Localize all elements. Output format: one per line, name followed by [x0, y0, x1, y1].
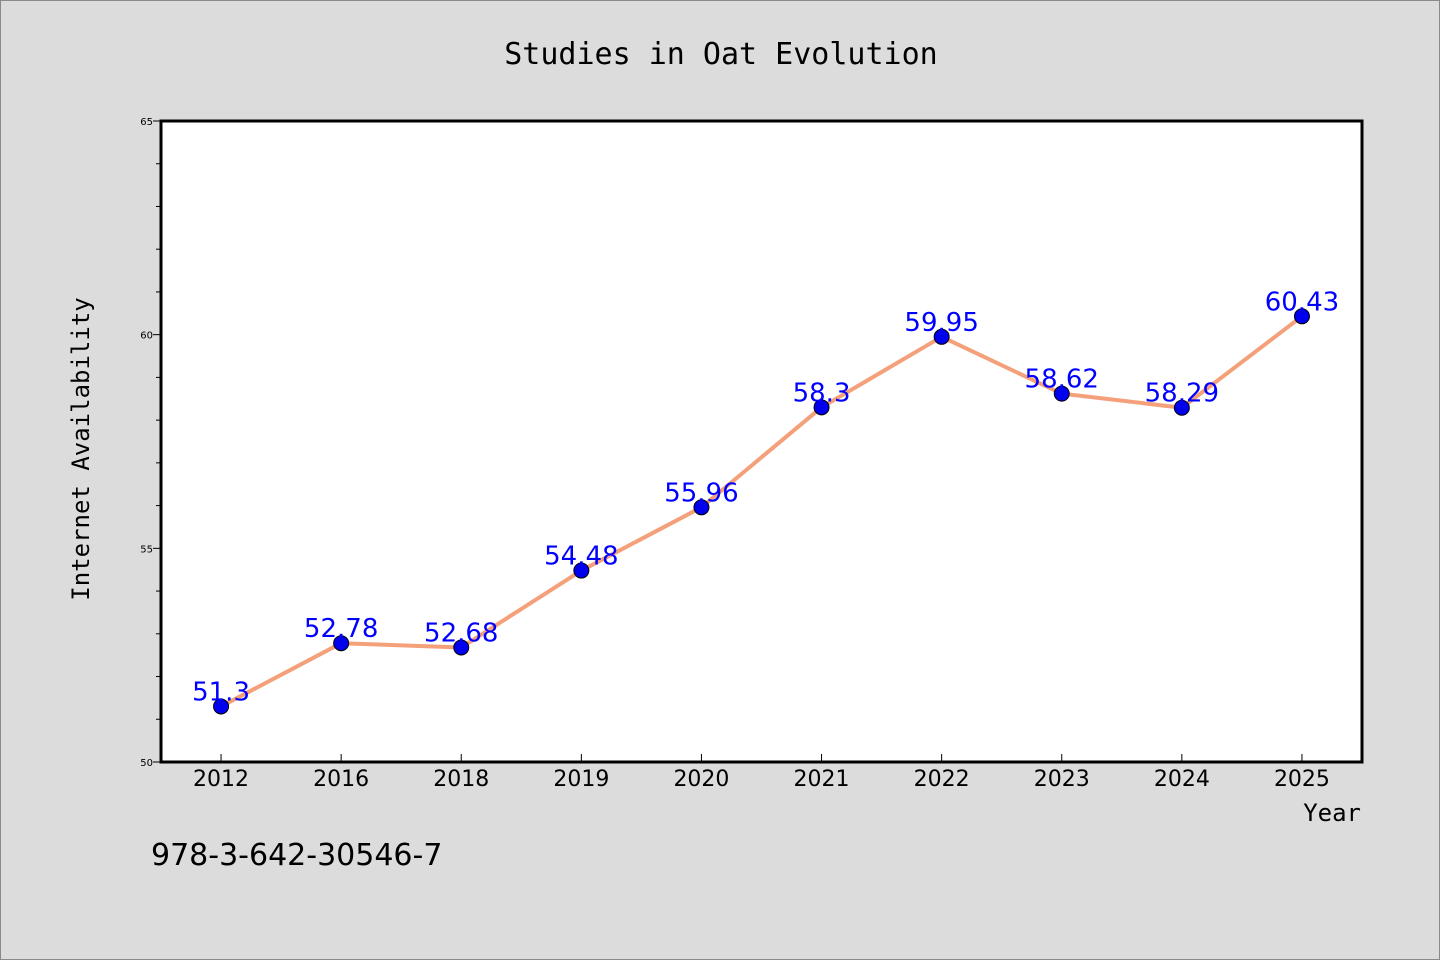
data-point [813, 399, 830, 416]
data-label: 51.3 [192, 677, 250, 707]
data-point [1053, 385, 1070, 402]
series-line [219, 314, 1304, 709]
y-tick-label: 55 [140, 544, 153, 555]
data-point [693, 499, 710, 516]
y-tick-label: 50 [140, 758, 153, 769]
x-ticks [220, 754, 1303, 762]
y-axis-label: Internet Availability [67, 297, 95, 600]
plot-area [159, 119, 1364, 764]
data-label: 52.78 [304, 614, 378, 644]
y-tick-labels: 50 55 60 65 [140, 117, 153, 769]
y-minor-ticks [153, 120, 161, 763]
data-label: 60.43 [1265, 287, 1339, 317]
x-tick-label: 2020 [673, 767, 729, 792]
data-point [933, 328, 950, 345]
data-label: 58.3 [793, 378, 851, 408]
x-tick-label: 2021 [794, 767, 850, 792]
data-label: 58.62 [1025, 365, 1099, 395]
x-tick-labels: 2012 2016 2018 2019 2020 2021 2022 2023 2024 2025 [193, 767, 1330, 792]
y-tick-label: 65 [140, 117, 153, 128]
chart-title: Studies in Oat Evolution [504, 37, 937, 72]
data-label: 58.29 [1145, 379, 1219, 409]
data-point [333, 635, 350, 652]
footer-isbn: 978-3-642-30546-7 [151, 838, 442, 873]
x-tick-label: 2024 [1154, 767, 1210, 792]
data-point [1293, 308, 1310, 325]
x-tick-label: 2019 [553, 767, 609, 792]
x-tick-label: 2022 [914, 767, 970, 792]
x-axis-label: Year [1303, 799, 1361, 827]
data-label: 54.48 [544, 542, 618, 572]
data-point [573, 562, 590, 579]
data-label: 55.96 [664, 478, 738, 508]
x-tick-label: 2012 [193, 767, 249, 792]
data-point [1173, 399, 1190, 416]
data-point [213, 698, 230, 715]
data-point [453, 639, 470, 656]
y-tick-label: 60 [140, 331, 153, 342]
x-tick-label: 2023 [1034, 767, 1090, 792]
x-tick-label: 2025 [1274, 767, 1330, 792]
data-label: 52.68 [424, 618, 498, 648]
data-label: 59.95 [904, 308, 978, 338]
series-group: 51.3 52.78 52.68 54.48 55.96 58.3 59.95 58.62 58… [192, 287, 1339, 715]
x-tick-label: 2018 [433, 767, 489, 792]
x-tick-label: 2016 [313, 767, 369, 792]
